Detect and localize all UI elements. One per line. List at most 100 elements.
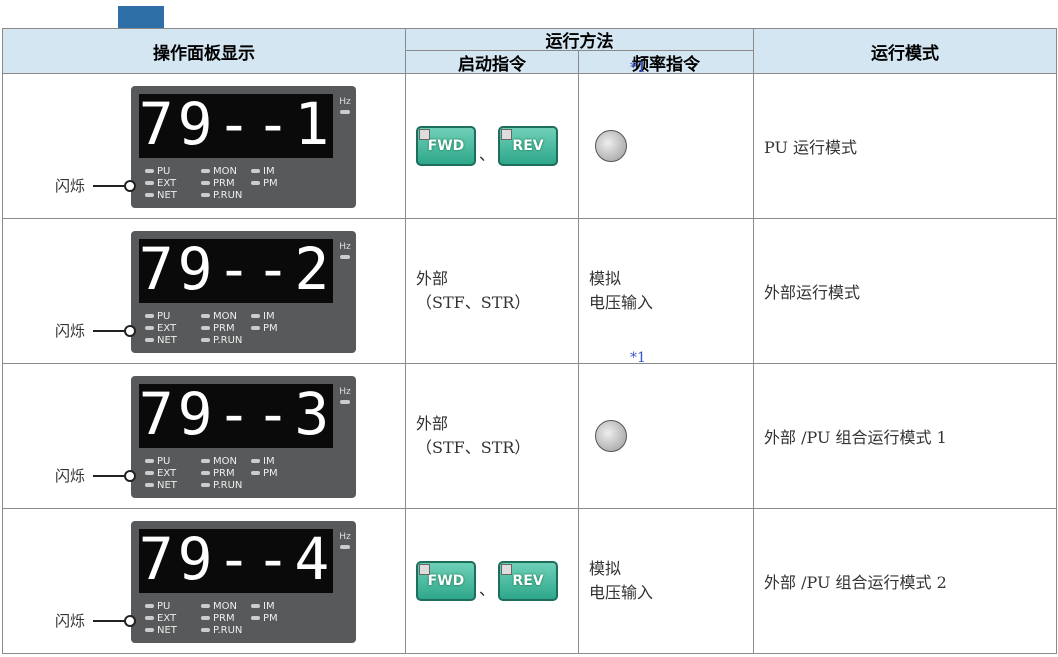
panel-shape — [201, 459, 210, 463]
freq-cell: *1 — [578, 60, 754, 219]
line: 电压输入 — [589, 583, 654, 602]
panel-shape — [145, 314, 154, 318]
header-cell: 启动指令 — [405, 50, 579, 75]
panel-label: MON — [213, 311, 237, 322]
panel-shape — [251, 169, 260, 173]
panel-label: MON — [213, 166, 237, 177]
mode-cell: 外部 /PU 组合运行模式 2 — [753, 508, 1057, 654]
panel-shape — [340, 110, 350, 114]
panel-label: PU — [157, 311, 170, 322]
panel-shape — [139, 384, 333, 448]
panel-label: EXT — [157, 613, 177, 624]
panel-label: IM — [263, 456, 275, 467]
freq-cell: *1 — [578, 350, 754, 509]
separator: 、 — [479, 145, 496, 164]
panel-label: NET — [157, 625, 178, 636]
panel-label: 79--1 — [139, 90, 334, 158]
lines: 模拟 电压输入 — [589, 267, 653, 315]
panel-label: PU — [157, 456, 170, 467]
panel-label: EXT — [157, 468, 177, 479]
panel-shape — [340, 255, 350, 259]
panel-shape — [124, 180, 136, 192]
panel-shape — [145, 459, 154, 463]
display-cell: 79--3 Hz PU EXT NET MON PRM P.RUN IM PM 闪烁 — [2, 363, 406, 509]
panel-label: 闪烁 — [55, 322, 85, 340]
panel-shape — [145, 338, 154, 342]
line: 模拟 — [589, 559, 622, 578]
line: 外部 — [416, 414, 449, 433]
panel-label: 79--3 — [139, 380, 334, 448]
panel-shape — [145, 326, 154, 330]
panel-shape — [340, 400, 350, 404]
panel-shape — [251, 459, 260, 463]
header-cell: 频率指令 — [578, 50, 754, 75]
mode-cell: 外部 /PU 组合运行模式 1 — [753, 363, 1057, 509]
panel-label: PM — [263, 323, 278, 334]
dial — [595, 420, 627, 452]
panel-label: 闪烁 — [55, 467, 85, 485]
button: REV — [498, 561, 559, 601]
panel-shape — [201, 616, 210, 620]
mode-cell: 外部运行模式 — [753, 218, 1057, 364]
header-cell: 运行模式 — [753, 28, 1057, 74]
mode-cell: PU 运行模式 — [753, 73, 1057, 219]
panel-label: PM — [263, 468, 278, 479]
panel-shape — [201, 604, 210, 608]
panel-label: 79--4 — [139, 525, 334, 593]
lines: 外部 （STF、STR） — [416, 412, 530, 460]
header-cell: 操作面板显示 — [2, 28, 406, 74]
panel-label: NET — [157, 190, 178, 201]
panel-label: NET — [157, 480, 178, 491]
panel-shape — [201, 628, 210, 632]
panel-label: P.RUN — [213, 190, 242, 201]
freq-cell: 模拟 电压输入 — [578, 218, 754, 364]
display-cell: 79--1 Hz PU EXT NET MON PRM P.RUN IM PM 闪烁 — [2, 73, 406, 219]
panel-label: PU — [157, 601, 170, 612]
panel-shape — [145, 181, 154, 185]
panel-label: IM — [263, 311, 275, 322]
freq-cell: 模拟 电压输入 — [578, 508, 754, 654]
button: FWD — [416, 126, 476, 166]
line: 模拟 — [589, 269, 622, 288]
panel-shape — [201, 181, 210, 185]
panel-shape — [139, 529, 333, 593]
panel-label: NET — [157, 335, 178, 346]
line: （STF、STR） — [416, 293, 531, 312]
panel-label: 闪烁 — [55, 612, 85, 630]
panel-shape — [201, 338, 210, 342]
panel-label: PM — [263, 178, 278, 189]
panel-label: PRM — [213, 468, 235, 479]
panel-shape — [251, 181, 260, 185]
panel-label: PU — [157, 166, 170, 177]
panel-shape — [201, 193, 210, 197]
panel-shape — [251, 314, 260, 318]
panel-shape — [145, 471, 154, 475]
button: FWD — [416, 561, 476, 601]
panel-label: MON — [213, 456, 237, 467]
panel-shape — [201, 326, 210, 330]
panel-shape — [124, 615, 136, 627]
panel-label: Hz — [339, 387, 351, 397]
line: 电压输入 — [589, 293, 654, 312]
panel-shape — [201, 314, 210, 318]
line: 外部 — [416, 269, 449, 288]
panel-label: Hz — [339, 97, 351, 107]
panel-shape — [251, 471, 260, 475]
panel-label: Hz — [339, 532, 351, 542]
panel-label: EXT — [157, 178, 177, 189]
panel-shape — [145, 193, 154, 197]
lines: 模拟 电压输入 — [589, 557, 653, 605]
panel-label: P.RUN — [213, 335, 242, 346]
panel-shape — [139, 94, 333, 158]
panel-label: 闪烁 — [55, 177, 85, 195]
panel-shape — [145, 616, 154, 620]
tab — [118, 6, 164, 28]
start-cell: FWD、 REV — [405, 73, 579, 219]
panel-label: P.RUN — [213, 625, 242, 636]
panel-label: PRM — [213, 323, 235, 334]
panel-shape — [251, 604, 260, 608]
